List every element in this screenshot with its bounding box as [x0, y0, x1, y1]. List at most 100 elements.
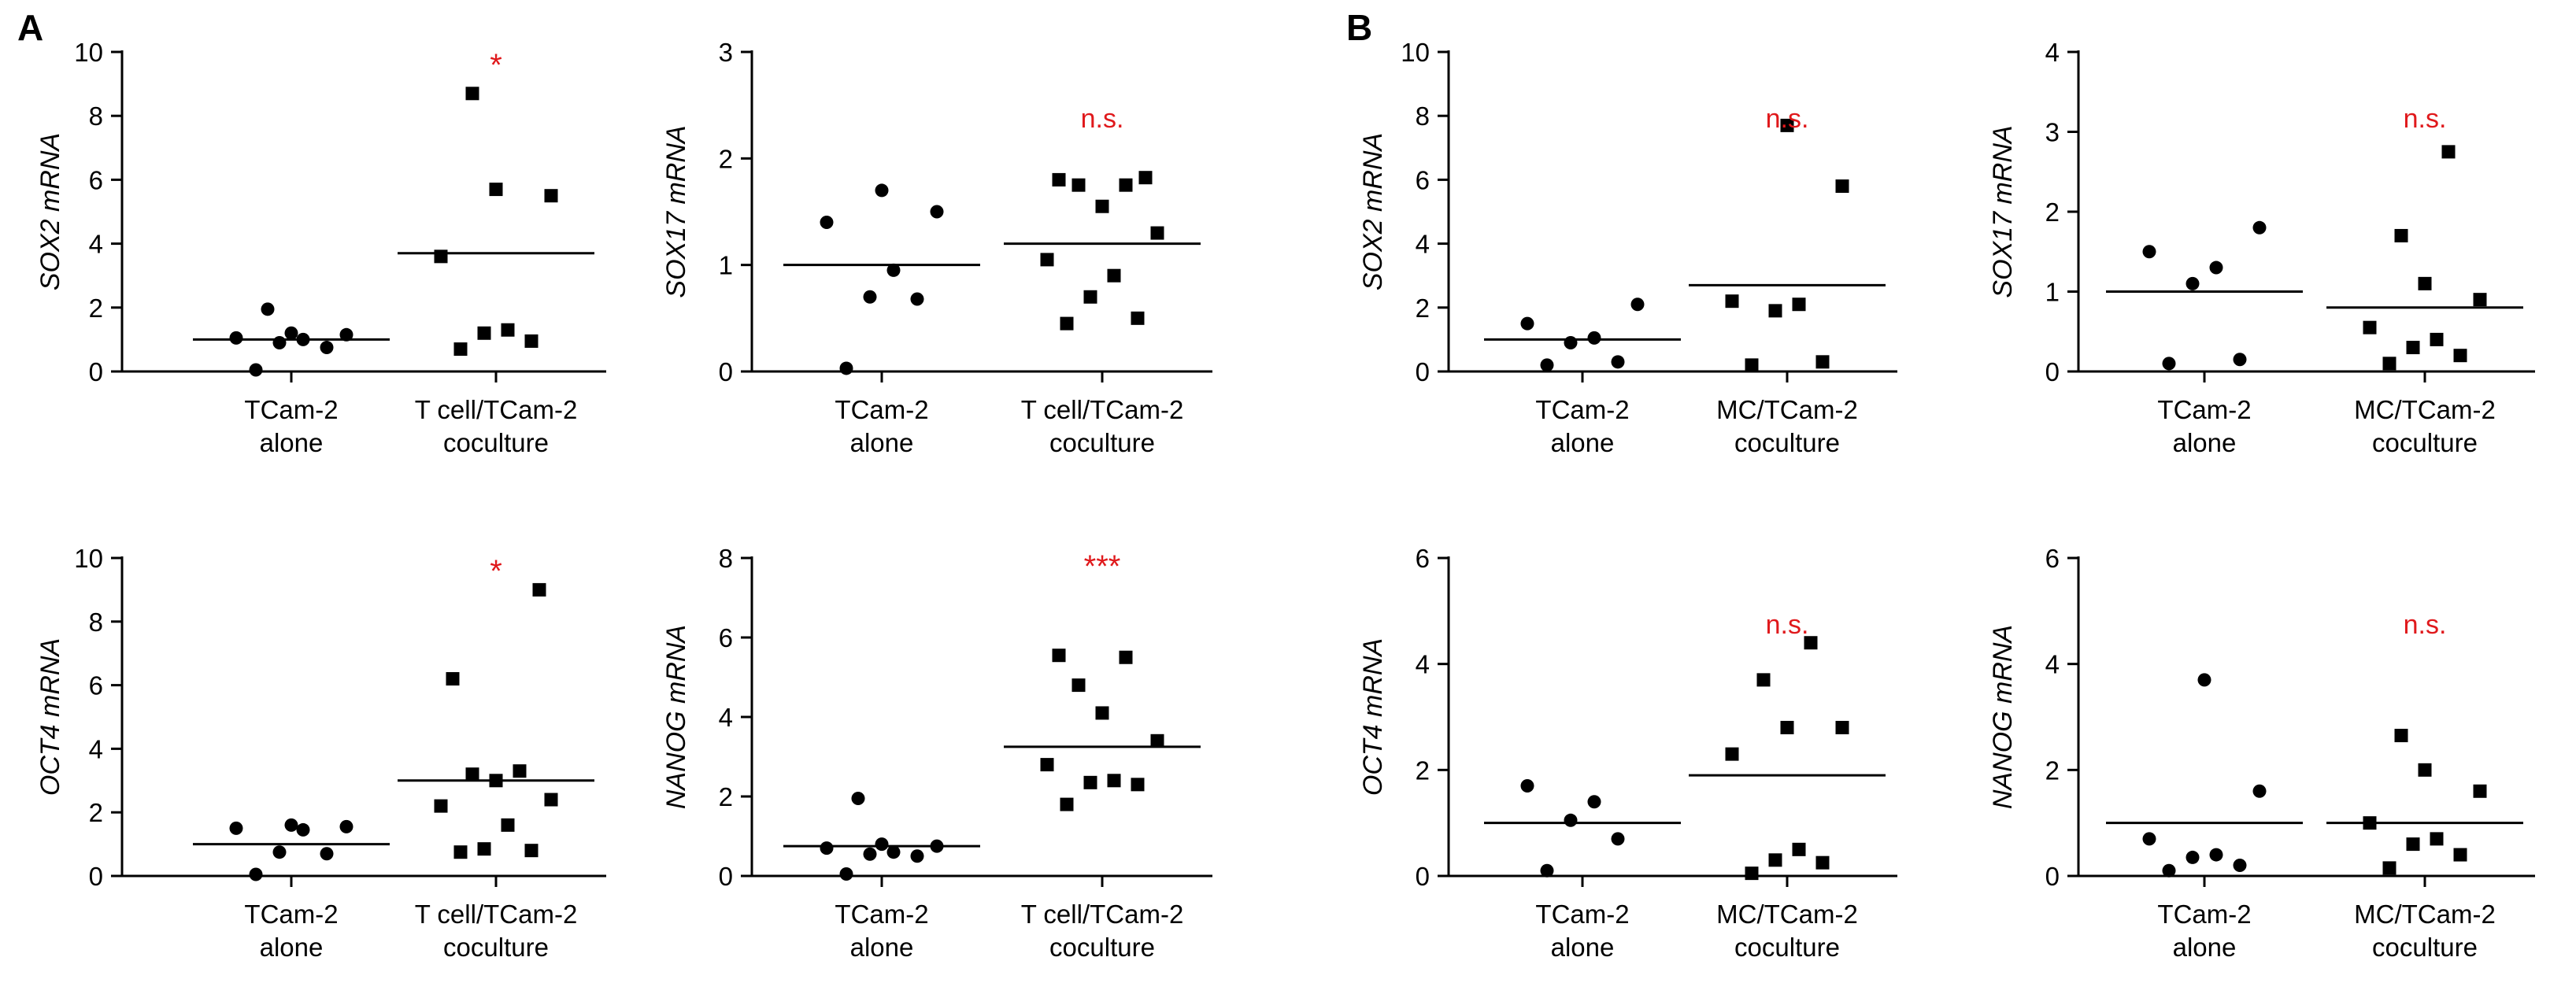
data-point	[1725, 294, 1739, 309]
y-tick-label: 6	[1416, 165, 1430, 194]
data-point	[339, 327, 353, 342]
data-point	[1780, 720, 1794, 734]
x-tick-label: T cell/TCam-2	[415, 395, 578, 424]
x-tick-label: TCam-2	[2157, 395, 2251, 424]
x-tick-label: alone	[1551, 428, 1615, 457]
y-tick-label: 3	[719, 38, 733, 67]
data-point	[532, 582, 546, 597]
y-tick-label: 2	[719, 782, 733, 811]
data-point	[434, 799, 448, 813]
x-tick-label: TCam-2	[2157, 900, 2251, 929]
data-point	[1119, 178, 1133, 192]
data-point	[2418, 763, 2432, 777]
y-axis-title: SOX17 mRNA	[661, 125, 691, 297]
data-point	[249, 363, 263, 377]
data-point	[2394, 228, 2408, 242]
y-axis-title: SOX17 mRNA	[1988, 125, 2018, 297]
y-tick-label: 4	[2045, 38, 2060, 67]
data-point	[320, 341, 334, 355]
x-tick-label: TCam-2	[835, 395, 928, 424]
data-point	[1611, 355, 1625, 369]
data-point	[1756, 673, 1771, 687]
data-point	[465, 767, 479, 782]
data-point	[839, 867, 853, 881]
y-tick-label: 2	[2045, 756, 2060, 785]
x-tick-label: coculture	[443, 933, 549, 962]
y-tick-label: 10	[74, 544, 103, 573]
x-tick-label: MC/TCam-2	[1716, 900, 1858, 929]
data-point	[1587, 795, 1601, 809]
data-point	[1540, 358, 1554, 372]
data-point	[1071, 178, 1086, 192]
data-point	[501, 818, 515, 832]
y-tick-label: 4	[1416, 650, 1430, 679]
x-tick-label: coculture	[1049, 933, 1155, 962]
data-point	[320, 847, 334, 861]
chart-3: 0 2 4 6 8 10 SOX2 mRNA TCam-2 alone MC/TCam-2 cocu…	[1358, 38, 1897, 457]
data-point	[839, 361, 853, 375]
y-tick-label: 8	[89, 102, 103, 131]
data-point	[820, 216, 834, 230]
data-point	[1150, 733, 1164, 748]
data-point	[1119, 650, 1133, 664]
y-axis-title: NANOG mRNA	[661, 625, 691, 809]
y-tick-label: 2	[89, 798, 103, 827]
y-tick-label: 6	[719, 623, 733, 652]
data-point	[453, 845, 468, 859]
data-point	[1745, 358, 1759, 372]
data-point	[272, 335, 287, 349]
data-point	[524, 844, 539, 858]
panel-label-b: B	[1346, 7, 1373, 48]
y-axis-title: SOX2 mRNA	[35, 133, 65, 290]
data-point	[1780, 118, 1794, 132]
data-point	[453, 342, 468, 357]
data-point	[863, 290, 877, 304]
x-tick-label: T cell/TCam-2	[415, 900, 578, 929]
y-tick-label: 10	[1401, 38, 1430, 67]
data-point	[339, 819, 353, 833]
chart-5: 0 2 4 6 8 10 OCT4 mRNA TCam-2 alone T cell/TCam-2…	[35, 544, 606, 962]
x-tick-label: alone	[2173, 933, 2237, 962]
y-axis-title: OCT4 mRNA	[1358, 638, 1388, 796]
data-point	[886, 263, 901, 277]
x-tick-label: coculture	[2372, 428, 2478, 457]
y-tick-label: 0	[89, 357, 103, 386]
x-tick-label: coculture	[1734, 933, 1840, 962]
data-point	[296, 822, 310, 837]
data-point	[446, 672, 460, 686]
x-tick-label: MC/TCam-2	[1716, 395, 1858, 424]
y-tick-label: 6	[89, 671, 103, 700]
x-tick-label: coculture	[1049, 428, 1155, 457]
data-point	[1835, 179, 1849, 194]
y-tick-label: 10	[74, 38, 103, 67]
y-tick-label: 1	[719, 251, 733, 280]
y-tick-label: 4	[719, 703, 733, 732]
data-point	[1815, 855, 1830, 870]
data-point	[1725, 747, 1739, 761]
data-point	[2441, 145, 2456, 159]
data-point	[1792, 297, 1806, 312]
data-point	[1052, 172, 1066, 187]
data-point	[910, 849, 924, 863]
data-point	[284, 818, 298, 832]
significance-label: *	[490, 554, 502, 589]
data-point	[477, 326, 491, 340]
chart-7: 0 2 4 6 OCT4 mRNA TCam-2 alone MC/TCam-2 cocultu…	[1358, 544, 1897, 962]
data-point	[875, 183, 889, 198]
y-tick-label: 8	[719, 544, 733, 573]
data-point	[820, 841, 834, 855]
data-point	[2142, 245, 2156, 259]
data-point	[2382, 861, 2396, 875]
y-tick-label: 8	[89, 608, 103, 637]
data-point	[2209, 848, 2223, 862]
data-point	[1131, 311, 1145, 325]
data-point	[544, 793, 558, 807]
significance-label: ***	[1084, 549, 1121, 584]
data-point	[1083, 775, 1097, 789]
y-tick-label: 1	[2045, 278, 2060, 307]
x-tick-label: T cell/TCam-2	[1021, 395, 1184, 424]
significance-label: n.s.	[1766, 104, 1809, 134]
x-tick-label: alone	[2173, 428, 2237, 457]
chart-1: 0 2 4 6 8 10 SOX2 mRNA TCam-2 alone T cell/TCam-2…	[35, 38, 606, 457]
